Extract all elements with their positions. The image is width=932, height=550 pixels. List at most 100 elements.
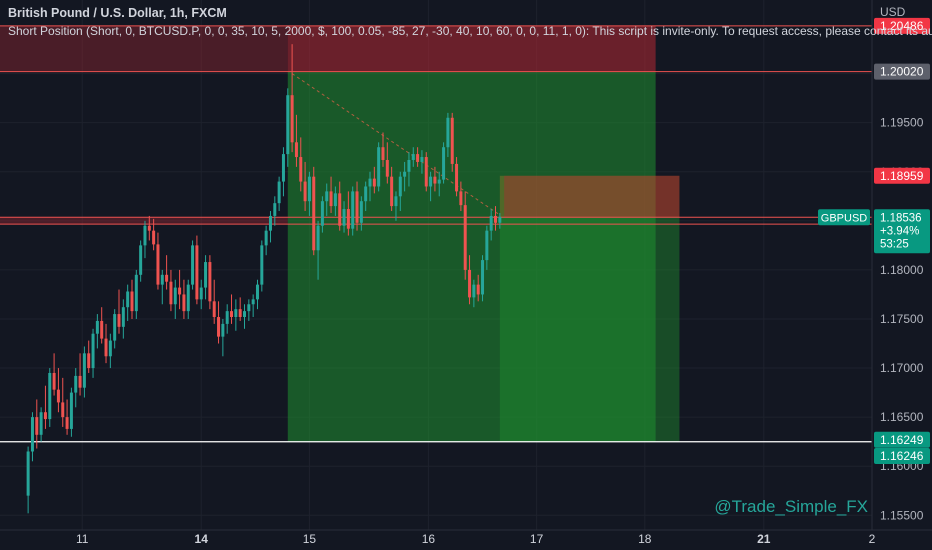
candle: [173, 287, 177, 305]
time-axis-tick-label: 14: [195, 532, 209, 546]
price-label-box: [874, 448, 930, 465]
candle: [394, 196, 398, 207]
candle: [437, 179, 441, 184]
symbol-tag: GBPUSD: [821, 212, 868, 224]
candle: [39, 412, 43, 435]
candle: [277, 181, 281, 204]
candle: [255, 284, 259, 300]
candle: [338, 193, 342, 226]
candle: [230, 311, 234, 318]
candle: [494, 215, 498, 223]
candle: [260, 245, 264, 285]
candle: [342, 209, 346, 226]
candle: [82, 353, 86, 388]
candle: [325, 191, 329, 202]
candle: [303, 181, 307, 202]
candle: [169, 281, 173, 305]
candle: [307, 176, 311, 202]
candle: [333, 193, 337, 207]
current-price-box: [874, 209, 930, 254]
candle: [195, 245, 199, 300]
time-axis-tick-label: 18: [638, 532, 652, 546]
candle: [364, 186, 368, 202]
candle: [476, 284, 480, 295]
candle: [186, 284, 190, 312]
candle: [433, 176, 437, 184]
candle: [472, 284, 476, 298]
price-change: +3.94%: [880, 225, 919, 237]
candle: [52, 372, 56, 390]
candles: [26, 44, 502, 514]
candle: [113, 314, 117, 341]
candle: [43, 412, 47, 420]
candle: [355, 191, 359, 223]
left-zone-band: [0, 25, 288, 72]
bar-countdown: 53:25: [880, 238, 909, 250]
price-label: 1.18959: [874, 167, 930, 184]
candle: [489, 215, 493, 231]
candle: [273, 203, 277, 216]
candle: [281, 154, 285, 182]
price-label-text: 1.16249: [880, 433, 924, 447]
candle: [238, 309, 242, 318]
candle: [368, 178, 372, 187]
candle: [100, 320, 104, 339]
currency-label[interactable]: USD: [880, 5, 906, 19]
candle: [121, 307, 125, 327]
left-zone-band: [0, 217, 288, 225]
chart-title[interactable]: British Pound / U.S. Dollar, 1h, FXCM: [8, 6, 227, 20]
candle: [95, 320, 99, 334]
candle: [377, 147, 381, 187]
candle: [91, 333, 95, 369]
candle: [468, 269, 472, 298]
candle: [104, 338, 108, 357]
candle: [87, 353, 91, 369]
candle: [251, 299, 255, 305]
indicator-legend[interactable]: Short Position (Short, 0, BTCUSD.P, 0, 0…: [8, 24, 932, 38]
price-label-text: 1.20486: [880, 19, 924, 33]
time-axis-tick-label: 15: [303, 532, 317, 546]
candle: [450, 117, 454, 164]
candle: [411, 154, 415, 160]
price-axis-tick-label: 1.18000: [880, 263, 924, 277]
candle: [30, 417, 34, 452]
candle: [65, 417, 69, 429]
candle: [139, 245, 143, 275]
candle: [351, 191, 355, 229]
candle: [320, 201, 324, 226]
candle: [429, 176, 433, 187]
candle: [498, 216, 502, 223]
time-axis-tick-label: 2: [869, 532, 876, 546]
current-price-badge: GBPUSD 1.18536+3.94%53:25: [818, 209, 930, 254]
candle: [446, 117, 450, 148]
candle: [381, 147, 385, 160]
candle: [243, 311, 247, 318]
candle: [407, 159, 411, 172]
candle: [346, 209, 350, 229]
price-axis-tick-label: 1.15500: [880, 508, 924, 522]
time-axis-tick-label: 21: [757, 532, 771, 546]
candle: [420, 157, 424, 162]
price-label: 1.16246: [874, 448, 930, 465]
candle: [286, 95, 290, 155]
candle: [56, 389, 60, 403]
candle: [442, 147, 446, 180]
candle: [143, 225, 147, 246]
candle: [247, 304, 251, 312]
price-label-box: [874, 17, 930, 34]
position-zone-green-main: [287, 71, 656, 442]
time-axis-tick-label: 11: [76, 532, 89, 546]
candle: [126, 291, 130, 308]
candle: [299, 157, 303, 182]
price-axis-tick-label: 1.17500: [880, 312, 924, 326]
candle: [69, 392, 73, 429]
time-axis-tick-label: 16: [422, 532, 436, 546]
candle: [329, 191, 333, 207]
candle: [459, 191, 463, 206]
candle: [316, 225, 320, 251]
position-zone-orange-right: [499, 175, 680, 218]
candle: [156, 244, 160, 285]
candle: [225, 311, 229, 324]
